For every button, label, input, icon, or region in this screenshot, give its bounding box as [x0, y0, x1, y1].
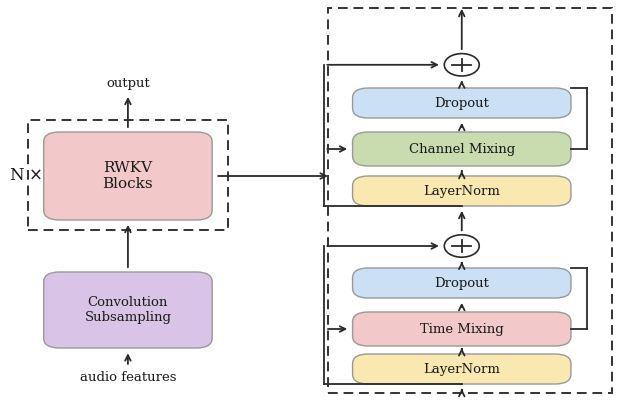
- Text: RWKV
Blocks: RWKV Blocks: [102, 161, 154, 191]
- FancyBboxPatch shape: [353, 176, 571, 206]
- Text: Time Mixing: Time Mixing: [420, 322, 504, 336]
- Text: audio features: audio features: [80, 371, 176, 384]
- Text: N $\times$: N $\times$: [9, 168, 43, 184]
- FancyBboxPatch shape: [44, 132, 212, 220]
- FancyBboxPatch shape: [353, 132, 571, 166]
- FancyBboxPatch shape: [353, 88, 571, 118]
- Text: Convolution
Subsampling: Convolution Subsampling: [84, 296, 172, 324]
- FancyBboxPatch shape: [353, 312, 571, 346]
- Text: Dropout: Dropout: [434, 276, 489, 290]
- Bar: [28, 120, 228, 230]
- Circle shape: [444, 54, 479, 76]
- FancyBboxPatch shape: [353, 354, 571, 384]
- Text: Channel Mixing: Channel Mixing: [409, 142, 515, 156]
- Text: Dropout: Dropout: [434, 96, 489, 110]
- FancyBboxPatch shape: [353, 268, 571, 298]
- Text: LayerNorm: LayerNorm: [423, 184, 500, 198]
- Bar: [328, 8, 612, 393]
- FancyBboxPatch shape: [44, 272, 212, 348]
- Text: output: output: [106, 77, 150, 90]
- Text: LayerNorm: LayerNorm: [423, 362, 500, 376]
- Circle shape: [444, 235, 479, 257]
